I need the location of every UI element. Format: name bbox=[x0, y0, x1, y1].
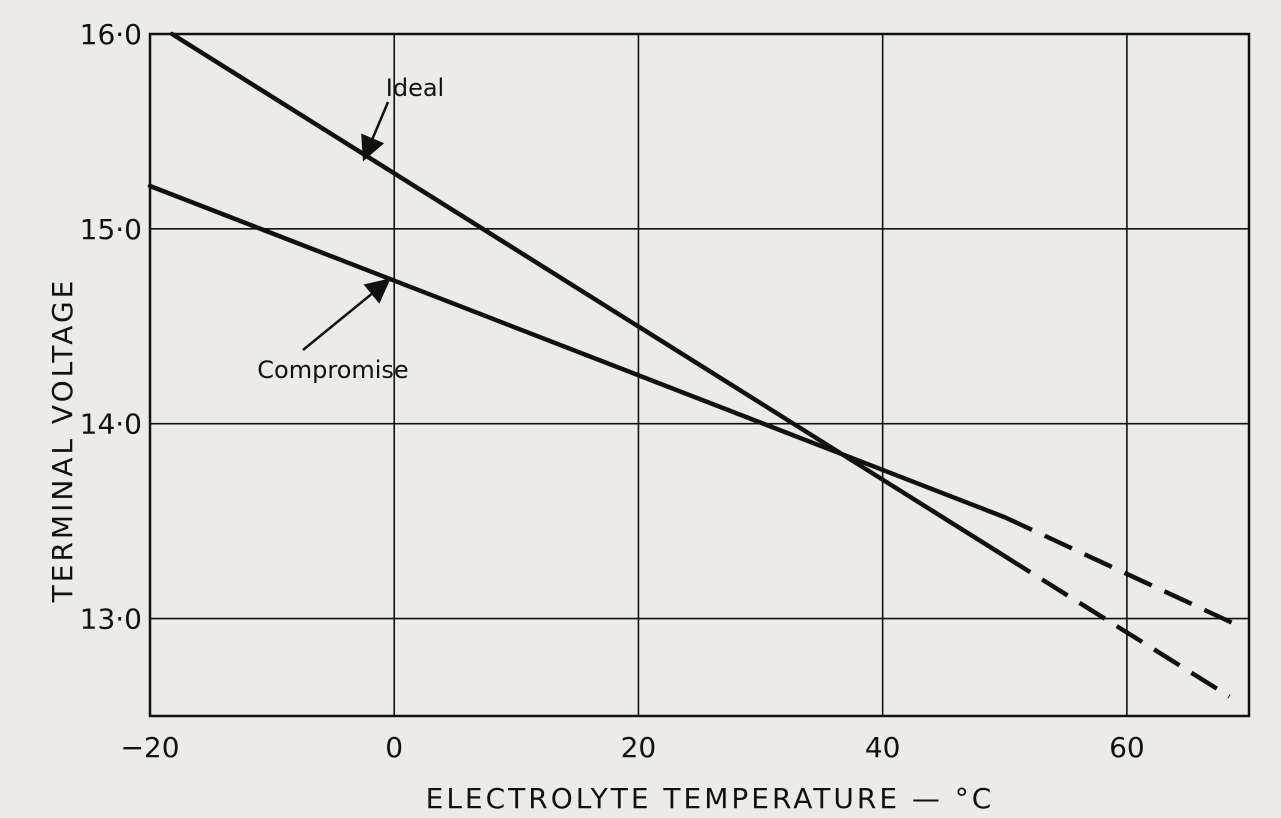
x-tick-labels: −20 0 20 40 60 bbox=[120, 731, 1144, 764]
series-line-ideal-extrapolated bbox=[1003, 554, 1231, 699]
x-tick-label: 0 bbox=[385, 731, 403, 764]
series-line-compromise-extrapolated bbox=[1003, 515, 1246, 631]
y-tick-label: 14·0 bbox=[80, 408, 142, 441]
x-tick-label: 20 bbox=[621, 731, 657, 764]
x-tick-label: 60 bbox=[1109, 731, 1145, 764]
y-tick-label: 16·0 bbox=[80, 18, 142, 51]
annotation-arrow bbox=[302, 278, 391, 351]
annotation-arrow bbox=[361, 101, 390, 162]
y-tick-label: 15·0 bbox=[80, 213, 142, 246]
series-line-compromise bbox=[147, 183, 1008, 520]
y-axis-title: TERMINAL VOLTAGE bbox=[46, 278, 79, 604]
y-tick-labels: 13·0 14·0 15·0 16·0 bbox=[80, 18, 142, 636]
series-lines bbox=[147, 31, 1246, 699]
x-tick-label: 40 bbox=[865, 731, 901, 764]
y-tick-label: 13·0 bbox=[80, 603, 142, 636]
annotation-label-ideal: Ideal bbox=[386, 74, 444, 102]
annotation-label-compromise: Compromise bbox=[257, 356, 408, 384]
plot-frame bbox=[148, 32, 1251, 718]
x-tick-label: −20 bbox=[120, 731, 179, 764]
x-axis-title: ELECTROLYTE TEMPERATURE — °C bbox=[426, 782, 995, 815]
annotations: Ideal Compromise bbox=[257, 74, 444, 384]
series-line-ideal bbox=[169, 31, 1008, 559]
grid bbox=[150, 34, 1249, 716]
